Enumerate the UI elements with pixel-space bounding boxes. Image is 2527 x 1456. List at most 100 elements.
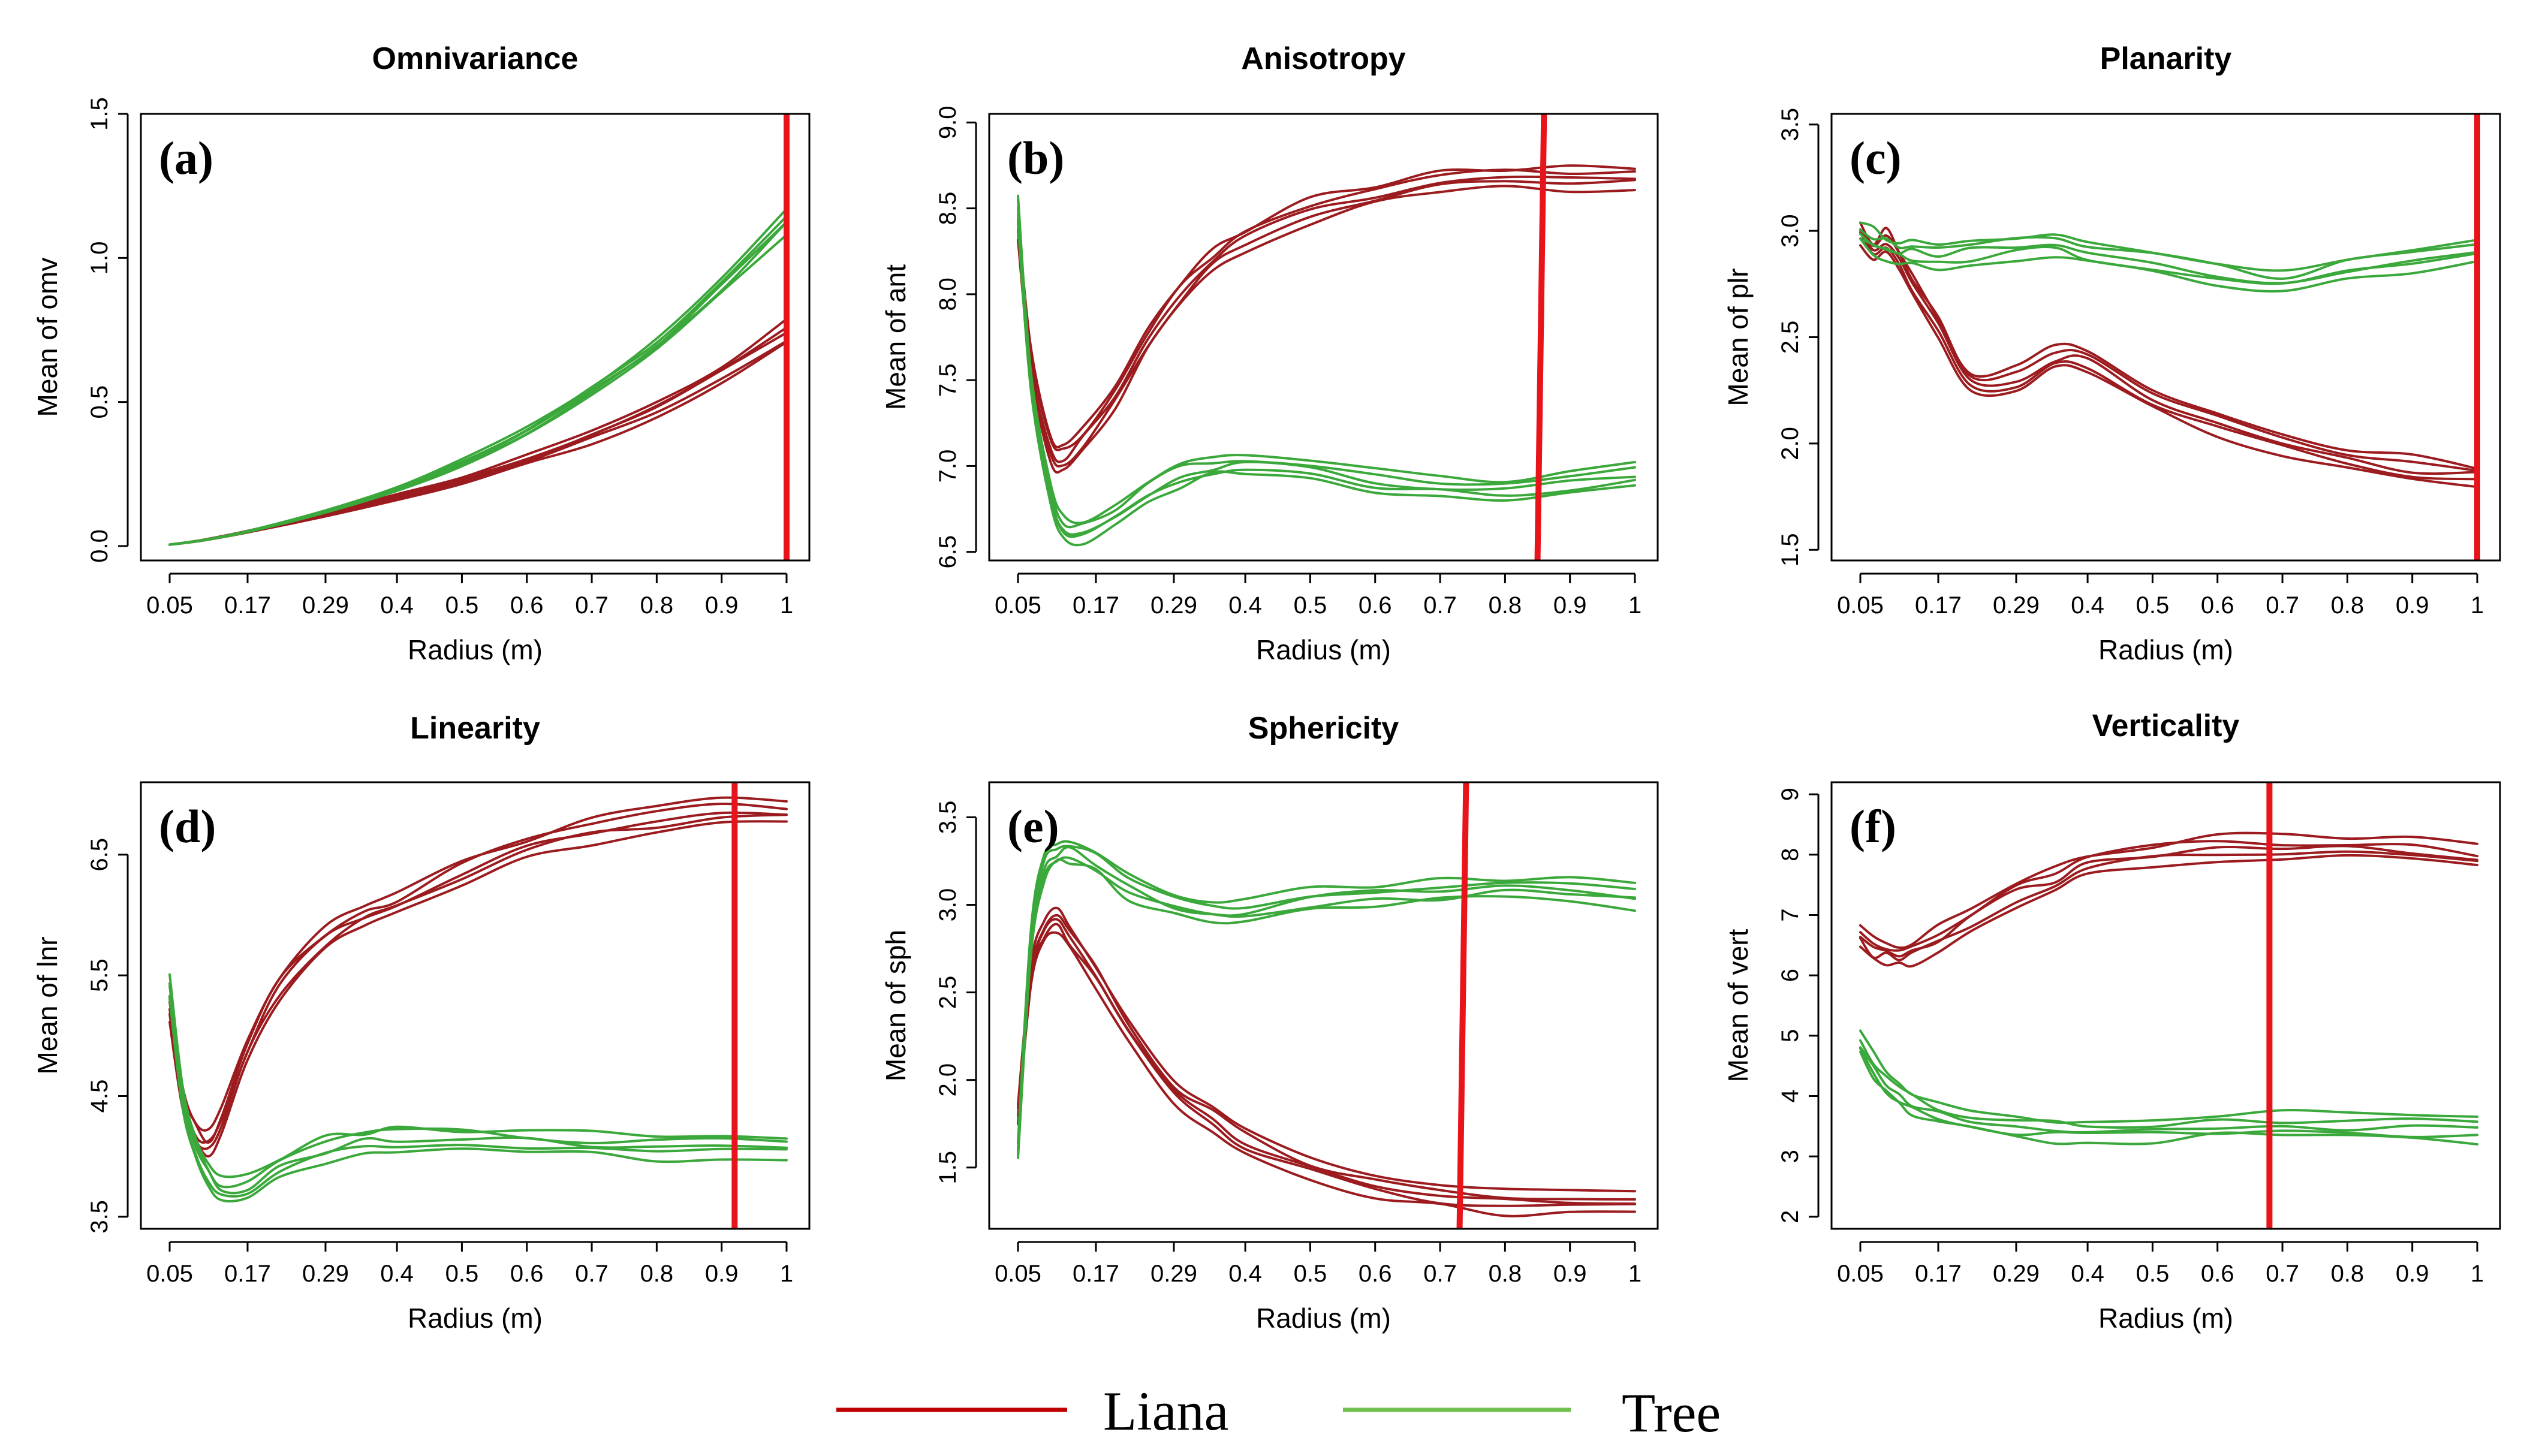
x-axis-label: Radius (m)	[2098, 1303, 2233, 1334]
x-axis: 0.05 0.17 0.29 0.4 0.5 0.6 0.7 0.8 0.9 1 Radius (m…	[1837, 1241, 2484, 1334]
x-tick-label: 0.05	[995, 1261, 1041, 1287]
series-line-tree	[1859, 221, 2478, 272]
panel-b: Anisotropy 0.05 0.17 0.29 0.4 0.5 0.6 0.7 0.8 0.9…	[880, 41, 1659, 665]
y-tick-label: 3	[1777, 1150, 1803, 1163]
series-line-tree	[1859, 237, 2478, 293]
y-tick-label: 5.5	[86, 958, 113, 992]
x-tick-label: 0.05	[146, 1261, 193, 1287]
y-tick-label: 5	[1777, 1029, 1803, 1042]
y-axis-label: Mean of ant	[880, 264, 911, 410]
x-tick-label: 0.7	[2266, 592, 2299, 619]
series-line-tree	[1859, 233, 2478, 285]
plot-frame	[1830, 781, 2501, 1230]
x-tick-label: 0.7	[575, 592, 609, 619]
series-group	[1859, 831, 2478, 1145]
x-tick-label: 0.7	[1423, 592, 1457, 619]
panel-c: Planarity 0.05 0.17 0.29 0.4 0.5 0.6 0.7 0.8 0.9 1…	[1722, 41, 2501, 665]
x-axis-label: Radius (m)	[408, 1303, 543, 1334]
y-tick-label: 3.5	[1777, 108, 1803, 141]
x-tick-label: 0.9	[1553, 592, 1587, 619]
x-axis: 0.05 0.17 0.29 0.4 0.5 0.6 0.7 0.8 0.9 1 Radius (m…	[995, 1241, 1642, 1334]
x-tick-label: 0.9	[705, 1261, 739, 1287]
x-axis-label: Radius (m)	[1256, 1303, 1391, 1334]
series-group	[1017, 840, 1636, 1217]
x-tick-label: 0.29	[1150, 1261, 1197, 1287]
panel-letter: (d)	[159, 800, 216, 852]
series-line-liana	[1859, 845, 2478, 958]
series-line-tree	[1017, 845, 1636, 1145]
y-axis-label: Mean of lnr	[32, 936, 63, 1074]
plot-frame	[140, 781, 811, 1230]
x-axis-label: Radius (m)	[1256, 634, 1391, 665]
x-tick-label: 0.8	[2331, 592, 2365, 619]
x-axis: 0.05 0.17 0.29 0.4 0.5 0.6 0.7 0.8 0.9 1 Radius (m…	[146, 1241, 793, 1334]
y-axis: 0.0 0.5 1.0 1.5 Mean of omv	[32, 97, 129, 563]
x-tick-label: 0.17	[1073, 1261, 1119, 1287]
x-tick-label: 0.05	[1837, 1261, 1884, 1287]
x-axis: 0.05 0.17 0.29 0.4 0.5 0.6 0.7 0.8 0.9 1 Radius (m…	[146, 572, 793, 665]
x-tick-label: 0.5	[445, 592, 479, 619]
series-line-tree	[1017, 206, 1636, 536]
y-tick-label: 7	[1777, 908, 1803, 921]
y-tick-label: 8.5	[935, 192, 961, 225]
y-tick-label: 3.5	[86, 1200, 113, 1234]
series-line-liana	[168, 802, 788, 1144]
x-tick-label: 0.6	[1359, 592, 1392, 619]
x-tick-label: 0.17	[1073, 592, 1119, 619]
series-group	[1859, 221, 2478, 489]
panel-title: Verticality	[2092, 709, 2240, 743]
series-line-tree	[1859, 1050, 2478, 1145]
series-line-liana	[1859, 831, 2478, 949]
plot-frame	[140, 113, 811, 562]
y-tick-label: 1.0	[86, 242, 113, 275]
x-axis-label: Radius (m)	[2098, 634, 2233, 665]
panel-title: Sphericity	[1248, 711, 1399, 746]
y-axis: 6.5 7.0 7.5 8.0 8.5 9.0 Mean of ant	[880, 106, 977, 569]
series-line-liana	[1859, 854, 2478, 968]
series-line-liana	[1859, 840, 2478, 952]
y-tick-label: 0.5	[86, 385, 113, 419]
y-tick-label: 3.0	[1777, 214, 1803, 248]
x-axis: 0.05 0.17 0.29 0.4 0.5 0.6 0.7 0.8 0.9 1 Radius (m…	[1837, 572, 2484, 665]
x-axis: 0.05 0.17 0.29 0.4 0.5 0.6 0.7 0.8 0.9 1 Radius (m…	[995, 572, 1642, 665]
x-tick-label: 0.6	[2201, 1261, 2234, 1287]
y-axis-label: Mean of plr	[1722, 268, 1754, 406]
x-tick-label: 0.4	[380, 1261, 414, 1287]
y-tick-label: 4	[1777, 1089, 1803, 1102]
series-line-liana	[168, 340, 788, 546]
series-line-liana	[168, 326, 788, 546]
series-line-liana	[168, 318, 788, 546]
cutoff-line	[1456, 782, 1469, 1229]
series-line-liana	[1017, 175, 1636, 463]
y-axis-label: Mean of sph	[880, 930, 911, 1081]
y-tick-label: 2.0	[935, 1063, 961, 1097]
y-tick-label: 6.5	[935, 535, 961, 569]
x-tick-label: 0.5	[445, 1261, 479, 1287]
x-tick-label: 0.4	[1228, 1261, 1262, 1287]
x-tick-label: 1	[1628, 1261, 1642, 1287]
series-group	[168, 207, 788, 546]
series-line-liana	[168, 813, 788, 1150]
x-tick-label: 0.29	[1993, 592, 2040, 619]
x-tick-label: 0.7	[2266, 1261, 2299, 1287]
series-line-liana	[1017, 185, 1636, 474]
x-tick-label: 0.17	[224, 1261, 271, 1287]
series-line-tree	[1017, 840, 1636, 1144]
y-axis: 3.5 4.5 5.5 6.5 Mean of lnr	[32, 838, 129, 1234]
y-tick-label: 3.5	[935, 801, 961, 834]
series-line-tree	[1859, 1047, 2478, 1138]
panel-letter: (a)	[159, 132, 213, 184]
x-tick-label: 0.29	[302, 592, 349, 619]
panel-d: Linearity 0.05 0.17 0.29 0.4 0.5 0.6 0.7 0.8 0.9 1…	[32, 711, 811, 1334]
y-axis-label: Mean of omv	[32, 258, 63, 417]
y-tick-label: 9	[1777, 788, 1803, 801]
x-tick-label: 0.9	[2396, 1261, 2429, 1287]
y-tick-label: 1.5	[86, 97, 113, 131]
series-line-liana	[1859, 850, 2478, 961]
x-tick-label: 0.05	[995, 592, 1041, 619]
y-tick-label: 0.0	[86, 529, 113, 563]
panel-letter: (f)	[1850, 800, 1896, 852]
x-tick-label: 0.6	[1359, 1261, 1392, 1287]
